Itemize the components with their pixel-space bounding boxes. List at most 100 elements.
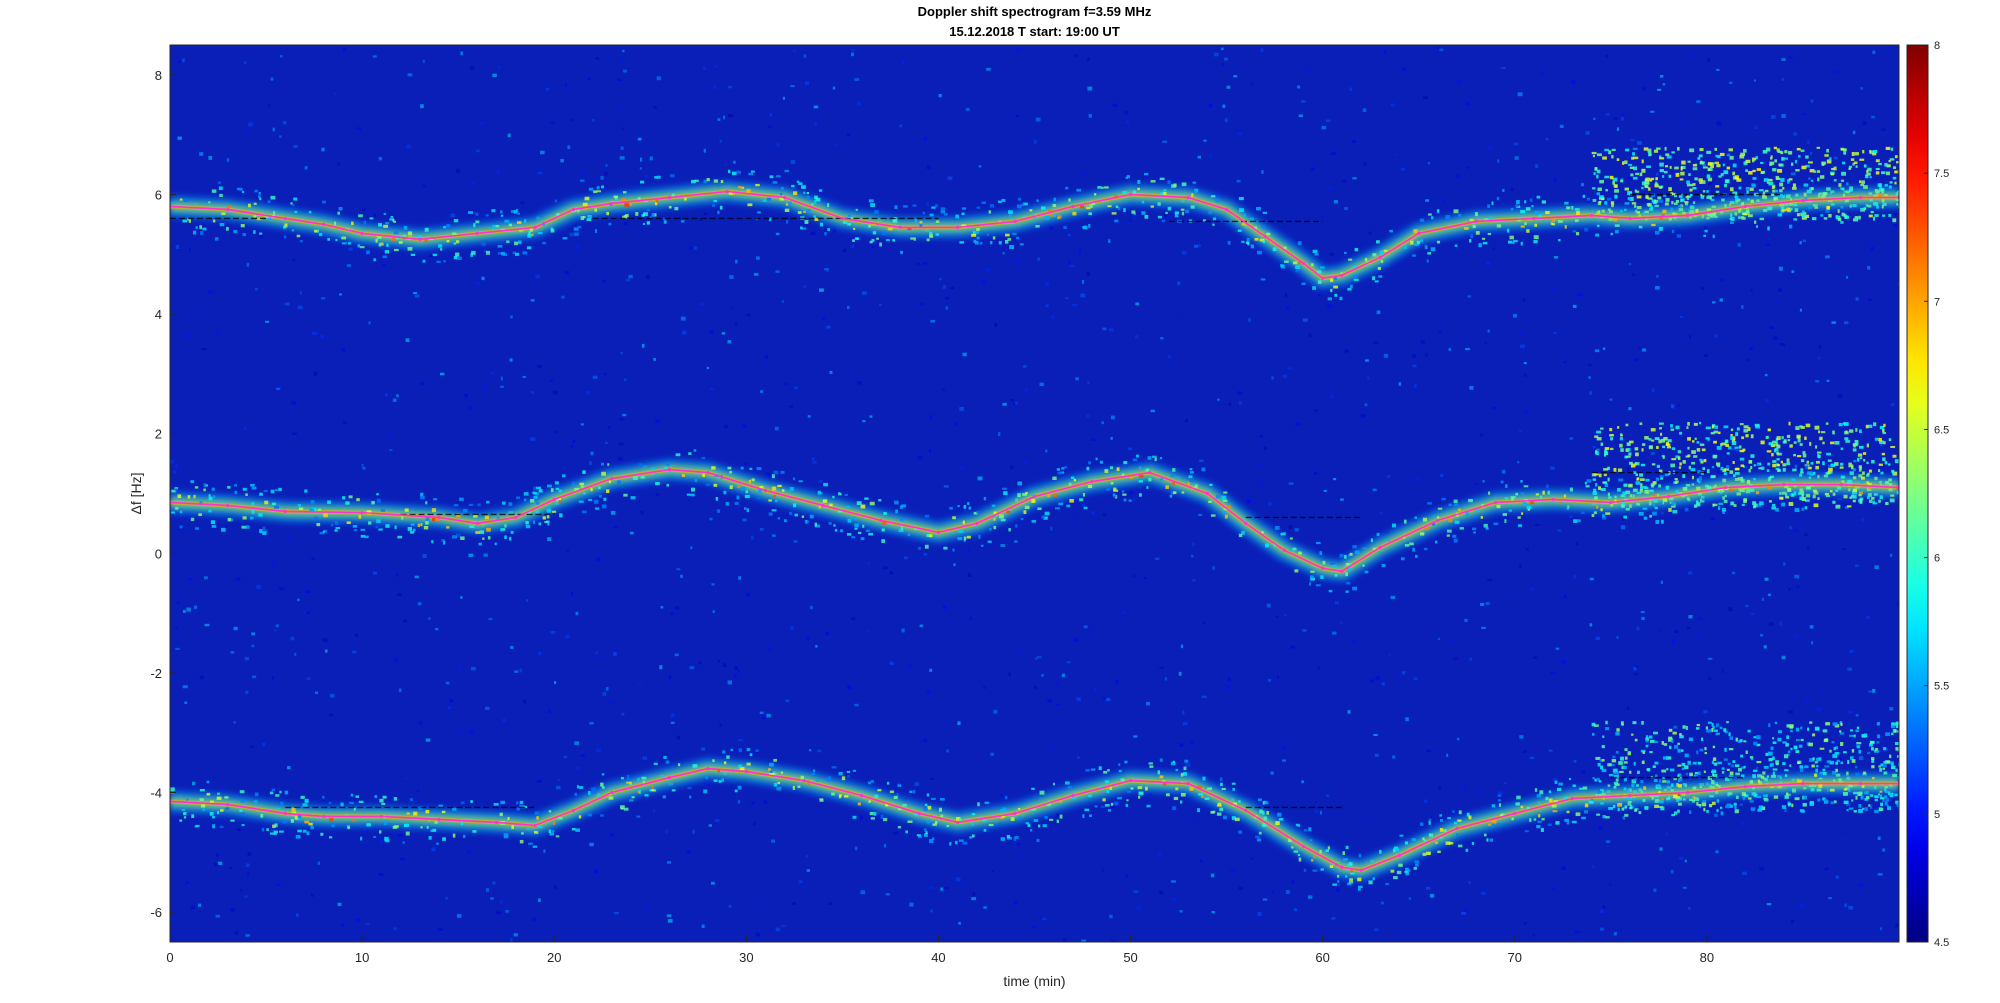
series-speckle-1	[1707, 487, 1712, 491]
noise-speckle	[706, 366, 710, 370]
noise-speckle	[1222, 104, 1226, 108]
activity-speckle-2	[1876, 741, 1880, 744]
series-speckle-0	[1884, 184, 1888, 187]
series-speckle-1	[1123, 498, 1127, 502]
noise-speckle	[233, 626, 238, 631]
series-speckle-1	[1415, 554, 1418, 558]
noise-speckle	[1321, 126, 1327, 130]
noise-speckle	[1697, 632, 1701, 637]
noise-speckle	[572, 439, 576, 444]
noise-speckle	[1464, 618, 1468, 622]
series-speckle-0	[383, 212, 387, 215]
series-speckle-0	[292, 203, 295, 207]
series-speckle-0	[1654, 230, 1660, 235]
series-speckle-0	[1484, 218, 1489, 221]
series-speckle-0	[1261, 225, 1265, 229]
activity-speckle-2	[1761, 806, 1766, 811]
series-speckle-1	[1718, 502, 1724, 505]
series-speckle-1	[433, 498, 438, 501]
series-speckle-0	[238, 188, 243, 191]
series-speckle-1	[335, 527, 341, 530]
noise-speckle	[533, 486, 538, 491]
noise-speckle	[306, 611, 311, 614]
noise-speckle	[1833, 156, 1838, 160]
series-speckle-2	[653, 762, 658, 766]
noise-speckle	[198, 903, 202, 907]
series-speckle-2	[1608, 773, 1614, 777]
series-speckle-0	[514, 241, 519, 246]
series-speckle-2	[641, 776, 647, 780]
series-speckle-0	[824, 232, 827, 236]
noise-speckle	[1045, 449, 1048, 453]
activity-speckle-2	[1886, 804, 1890, 807]
series-speckle-1	[1733, 504, 1737, 507]
series-speckle-1	[1453, 504, 1459, 507]
series-speckle-2	[442, 837, 446, 841]
noise-speckle	[177, 136, 182, 140]
series-speckle-1	[640, 476, 645, 479]
noise-speckle	[1100, 805, 1105, 808]
activity-speckle-1	[1809, 441, 1812, 446]
noise-speckle	[403, 619, 407, 623]
series-speckle-1	[1238, 533, 1243, 538]
noise-speckle	[1673, 725, 1678, 729]
noise-speckle	[1380, 901, 1384, 905]
noise-speckle	[1523, 362, 1527, 365]
series-speckle-1	[1721, 508, 1727, 512]
noise-speckle	[186, 607, 191, 612]
noise-speckle	[342, 421, 347, 424]
noise-speckle	[1258, 462, 1263, 467]
noise-speckle	[733, 673, 737, 678]
series-speckle-0	[798, 182, 803, 186]
noise-speckle	[1650, 110, 1655, 113]
activity-speckle-2	[1834, 752, 1840, 755]
series-speckle-1	[1508, 509, 1513, 512]
series-speckle-0	[1533, 235, 1539, 240]
activity-speckle-0	[1868, 214, 1873, 218]
series-speckle-0	[1458, 213, 1462, 217]
series-speckle-0	[1840, 221, 1844, 224]
series-speckle-1	[1755, 491, 1760, 495]
noise-speckle	[909, 664, 912, 669]
series-speckle-2	[1588, 800, 1594, 804]
activity-speckle-1	[1881, 452, 1886, 456]
series-speckle-1	[1771, 506, 1777, 510]
series-speckle-2	[588, 790, 591, 795]
noise-speckle	[240, 888, 243, 892]
noise-speckle	[287, 766, 291, 770]
noise-speckle	[1086, 628, 1091, 631]
activity-speckle-2	[1794, 797, 1800, 801]
series-speckle-2	[578, 815, 582, 819]
activity-speckle-2	[1833, 800, 1837, 804]
noise-speckle	[1201, 695, 1207, 698]
noise-speckle	[1230, 869, 1235, 874]
series-speckle-2	[620, 777, 624, 780]
series-speckle-2	[1456, 833, 1459, 836]
series-speckle-2	[1879, 794, 1883, 798]
series-speckle-2	[353, 807, 356, 811]
series-speckle-0	[1597, 210, 1601, 215]
series-speckle-2	[1082, 814, 1085, 819]
series-speckle-1	[1654, 493, 1657, 497]
activity-speckle-2	[1786, 735, 1790, 739]
activity-speckle-1	[1859, 497, 1864, 501]
series-speckle-0	[1595, 233, 1600, 237]
noise-speckle	[1790, 920, 1794, 923]
series-speckle-2	[1297, 854, 1301, 857]
series-speckle-2	[1697, 804, 1702, 807]
series-speckle-2	[661, 774, 664, 779]
series-speckle-2	[1752, 769, 1758, 772]
activity-speckle-2	[1618, 761, 1623, 765]
activity-speckle-2	[1782, 762, 1786, 766]
activity-speckle-1	[1848, 464, 1854, 468]
series-speckle-0	[1610, 232, 1614, 236]
noise-speckle	[1811, 641, 1814, 645]
noise-speckle	[926, 165, 931, 170]
activity-speckle-1	[1641, 443, 1646, 446]
series-speckle-1	[479, 530, 485, 534]
activity-speckle-2	[1633, 761, 1636, 766]
noise-speckle	[1066, 661, 1071, 664]
activity-speckle-1	[1892, 471, 1898, 476]
activity-speckle-2	[1680, 749, 1684, 752]
series-speckle-0	[456, 256, 462, 260]
